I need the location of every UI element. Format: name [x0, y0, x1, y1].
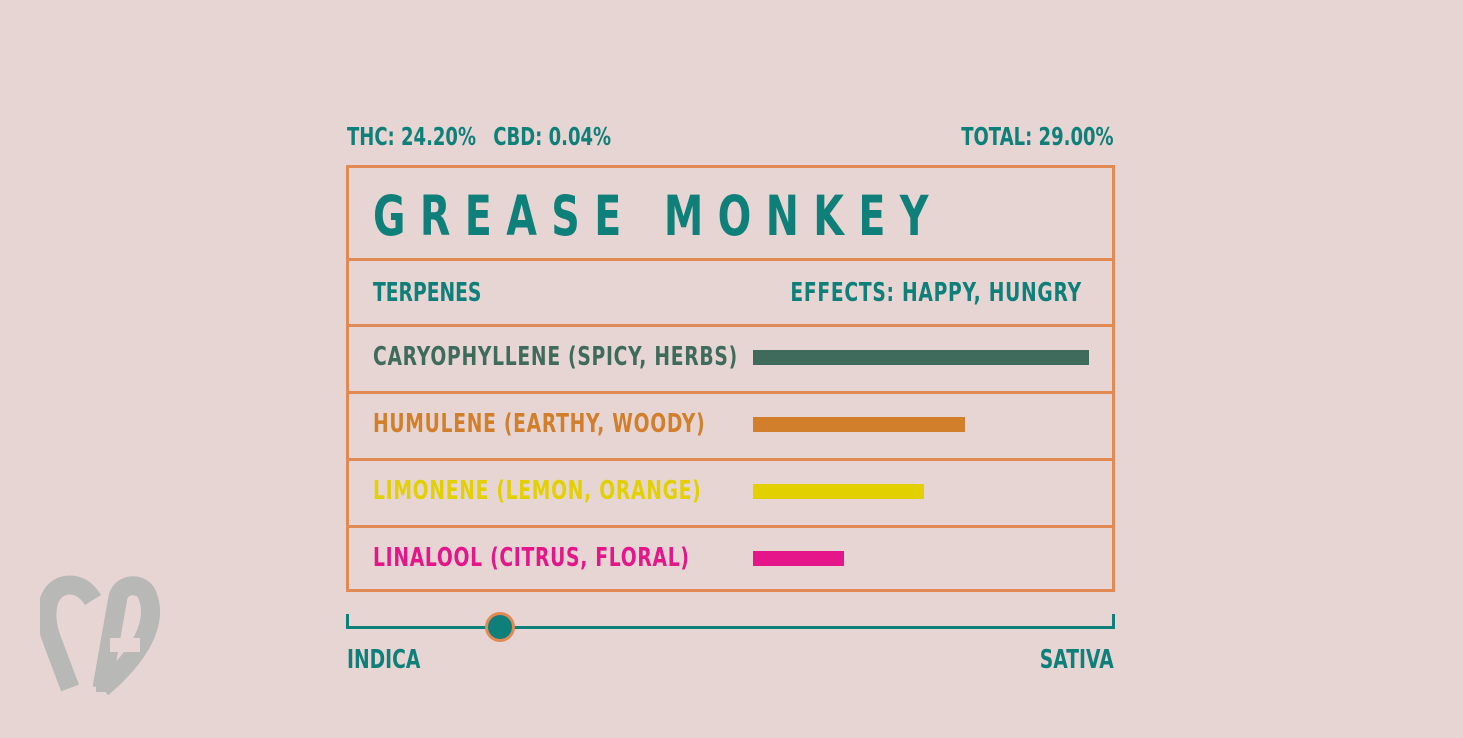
terpene-level-bar [753, 350, 1089, 365]
terpene-label: CARYOPHYLLENE (SPICY, HERBS) [373, 342, 738, 372]
indica-sativa-scale [346, 612, 1115, 644]
strain-title-row: GREASE MONKEY [349, 168, 1112, 261]
indica-label: INDICA [347, 645, 421, 675]
cannabinoid-stats: THC: 24.20% CBD: 0.04% TOTAL: 29.00% [347, 122, 1114, 154]
terpene-label: LIMONENE (LEMON, ORANGE) [373, 476, 702, 506]
terpene-label: HUMULENE (EARTHY, WOODY) [373, 409, 706, 439]
terpene-header-row: TERPENES EFFECTS: HAPPY, HUNGRY [349, 261, 1112, 327]
terpene-row-humulene: HUMULENE (EARTHY, WOODY) [349, 394, 1112, 461]
terpene-row-linalool: LINALOOL (CITRUS, FLORAL) [349, 528, 1112, 595]
terpene-row-caryophyllene: CARYOPHYLLENE (SPICY, HERBS) [349, 327, 1112, 394]
ca-heart-logo-icon [40, 575, 160, 696]
effects-label: EFFECTS: HAPPY, HUNGRY [790, 278, 1082, 308]
scale-tick-right [1112, 614, 1115, 629]
terpene-row-limonene: LIMONENE (LEMON, ORANGE) [349, 461, 1112, 528]
sativa-label: SATIVA [1040, 645, 1114, 675]
thc-cbd-stats: THC: 24.20% CBD: 0.04% [347, 122, 611, 151]
scale-indicator-knob [484, 612, 515, 642]
scale-tick-left [346, 614, 349, 629]
terpene-level-bar [753, 417, 965, 432]
total-value: TOTAL: 29.00% [961, 122, 1114, 151]
strain-name: GREASE MONKEY [373, 184, 943, 248]
cbd-value: CBD: 0.04% [493, 122, 612, 151]
terpene-level-bar [753, 551, 844, 566]
terpene-label: LINALOOL (CITRUS, FLORAL) [373, 543, 690, 573]
scale-track [346, 626, 1115, 629]
strain-profile-card: GREASE MONKEY TERPENES EFFECTS: HAPPY, H… [346, 165, 1115, 592]
terpenes-heading: TERPENES [373, 278, 482, 308]
terpene-level-bar [753, 484, 924, 499]
thc-value: THC: 24.20% [347, 122, 476, 151]
